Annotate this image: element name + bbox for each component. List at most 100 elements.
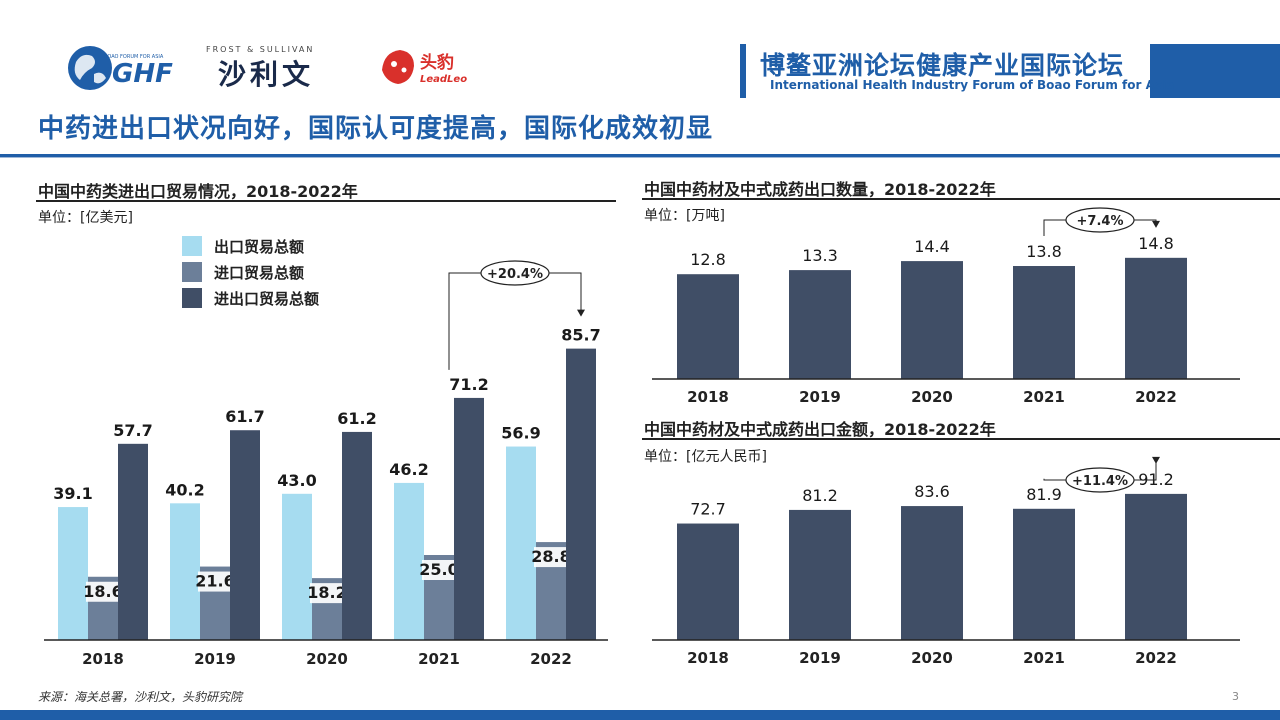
chart3-value-chart: 72.7201881.2201983.6202081.9202191.22022… xyxy=(652,456,1240,667)
chart2-title: 中国中药材及中式成药出口数量，2018-2022年 xyxy=(644,180,996,199)
bar-label-1-3: 25.0 xyxy=(419,560,458,579)
x-tick-1: 2019 xyxy=(194,650,236,668)
chart3-bar-4 xyxy=(1125,493,1187,640)
bar-2-3 xyxy=(454,397,484,640)
footer-bar xyxy=(0,710,1280,720)
bar-label-2-3: 71.2 xyxy=(449,375,488,394)
chart3-bar-label-0: 72.7 xyxy=(690,500,726,519)
chart2-x-tick-0: 2018 xyxy=(687,388,729,406)
bar-0-1 xyxy=(170,503,200,640)
bar-label-1-1: 21.6 xyxy=(195,572,234,591)
forum-title-zh: 博鳌亚洲论坛健康产业国际论坛 xyxy=(760,51,1125,80)
chart2-bar-4 xyxy=(1125,257,1187,379)
source-note: 来源：海关总署，沙利文，头豹研究院 xyxy=(38,690,243,704)
x-tick-3: 2021 xyxy=(418,650,460,668)
chart3-bar-label-3: 81.9 xyxy=(1026,485,1062,504)
bar-2-1 xyxy=(230,430,260,640)
chart3-x-tick-3: 2021 xyxy=(1023,649,1065,667)
chart2-bar-label-2: 14.4 xyxy=(914,237,950,256)
bar-label-2-0: 57.7 xyxy=(113,421,152,440)
chart2-bar-2 xyxy=(901,261,963,379)
leadleo-logo-sub-text: LeadLeo xyxy=(420,74,467,85)
bar-label-0-1: 40.2 xyxy=(165,480,204,499)
bar-label-bg-1-3 xyxy=(422,560,456,580)
bar-label-0-3: 46.2 xyxy=(389,460,428,479)
bar-2-2 xyxy=(342,431,372,640)
bar-2-4 xyxy=(566,348,596,640)
forum-title-en: International Health Industry Forum of B… xyxy=(770,78,1175,92)
chart1-growth-arrow xyxy=(577,309,585,317)
chart1-title-rule xyxy=(36,200,616,202)
bar-label-2-4: 85.7 xyxy=(561,326,600,345)
bar-label-0-0: 39.1 xyxy=(53,484,92,503)
legend-label-0: 出口贸易总额 xyxy=(214,238,304,256)
chart2-x-tick-2: 2020 xyxy=(911,388,953,406)
fs-logo-main-text: 沙利文 xyxy=(218,58,314,91)
bar-label-bg-1-4 xyxy=(534,547,568,568)
bar-label-2-1: 61.7 xyxy=(225,407,264,426)
chart1-growth-badge xyxy=(480,260,550,286)
chart2-bar-3 xyxy=(1013,266,1075,379)
page-title: 中药进出口状况向好，国际认可度提高，国际化成效初显 xyxy=(38,114,714,144)
chart2-title-rule xyxy=(642,198,1280,200)
fs-logo-top-text: FROST & SULLIVAN xyxy=(206,45,314,54)
chart3-bar-0 xyxy=(677,523,739,640)
forum-accent-bar xyxy=(740,44,746,98)
bar-label-1-0: 18.6 xyxy=(83,582,122,601)
bar-label-0-4: 56.9 xyxy=(501,424,540,443)
bar-2-0 xyxy=(118,443,148,640)
chart1-growth-label: +20.4% xyxy=(487,267,543,282)
chart1-unit: 单位：[亿美元] xyxy=(38,210,133,226)
bar-0-0 xyxy=(58,507,88,640)
leadleo-logo: 头豹 LeadLeo xyxy=(382,50,467,85)
chart2-bar-label-1: 13.3 xyxy=(802,246,838,265)
bar-label-2-2: 61.2 xyxy=(337,409,376,428)
chart3-title-rule xyxy=(642,438,1280,440)
chart3-bar-2 xyxy=(901,506,963,640)
frost-sullivan-logo: FROST & SULLIVAN 沙利文 xyxy=(206,45,314,91)
bar-label-bg-1-2 xyxy=(310,583,344,604)
chart2-growth-arrow xyxy=(1152,220,1160,228)
x-tick-4: 2022 xyxy=(530,650,572,668)
legend-label-1: 进口贸易总额 xyxy=(214,264,304,282)
chart3-bar-1 xyxy=(789,509,851,640)
chart2-bar-label-4: 14.8 xyxy=(1138,234,1174,253)
ghf-logo-text: GHF xyxy=(112,59,173,89)
page-number: 3 xyxy=(1232,690,1239,703)
chart2-unit: 单位：[万吨] xyxy=(644,208,725,224)
chart2-bar-0 xyxy=(677,274,739,379)
chart2-bar-label-0: 12.8 xyxy=(690,250,726,269)
ghf-logo: BOAO FORUM FOR ASIA GHF xyxy=(68,46,173,90)
bar-0-3 xyxy=(394,482,424,640)
bar-label-1-4: 28.8 xyxy=(531,547,570,566)
chart3-x-tick-4: 2022 xyxy=(1135,649,1177,667)
chart2-x-tick-3: 2021 xyxy=(1023,388,1065,406)
ghf-logo-top-text: BOAO FORUM FOR ASIA xyxy=(104,54,164,60)
bar-label-bg-1-1 xyxy=(198,571,232,592)
chart2-bar-1 xyxy=(789,270,851,379)
chart3-bar-label-1: 81.2 xyxy=(802,486,838,505)
chart3-x-tick-1: 2019 xyxy=(799,649,841,667)
chart3-unit: 单位：[亿元人民币] xyxy=(644,449,767,465)
chart3-growth-label: +11.4% xyxy=(1072,474,1128,489)
chart3-growth-arrow xyxy=(1152,456,1160,464)
legend-swatch-1 xyxy=(182,262,202,282)
chart3-growth-badge xyxy=(1065,467,1135,493)
chart2-bar-label-3: 13.8 xyxy=(1026,242,1062,261)
legend-swatch-2 xyxy=(182,288,202,308)
legend-swatch-0 xyxy=(182,236,202,256)
legend-label-2: 进出口贸易总额 xyxy=(214,290,319,308)
bar-0-2 xyxy=(282,493,312,640)
leadleo-logo-main-text: 头豹 xyxy=(420,52,454,73)
title-divider-light xyxy=(0,157,1280,158)
chart2-x-tick-1: 2019 xyxy=(799,388,841,406)
bar-label-1-2: 18.2 xyxy=(307,583,346,602)
chart2-growth-badge xyxy=(1065,207,1135,233)
bar-label-bg-1-0 xyxy=(86,581,120,602)
bar-0-4 xyxy=(506,446,536,640)
x-tick-2: 2020 xyxy=(306,650,348,668)
forum-accent-block xyxy=(1150,44,1280,98)
chart2-growth-label: +7.4% xyxy=(1077,214,1124,229)
x-tick-0: 2018 xyxy=(82,650,124,668)
